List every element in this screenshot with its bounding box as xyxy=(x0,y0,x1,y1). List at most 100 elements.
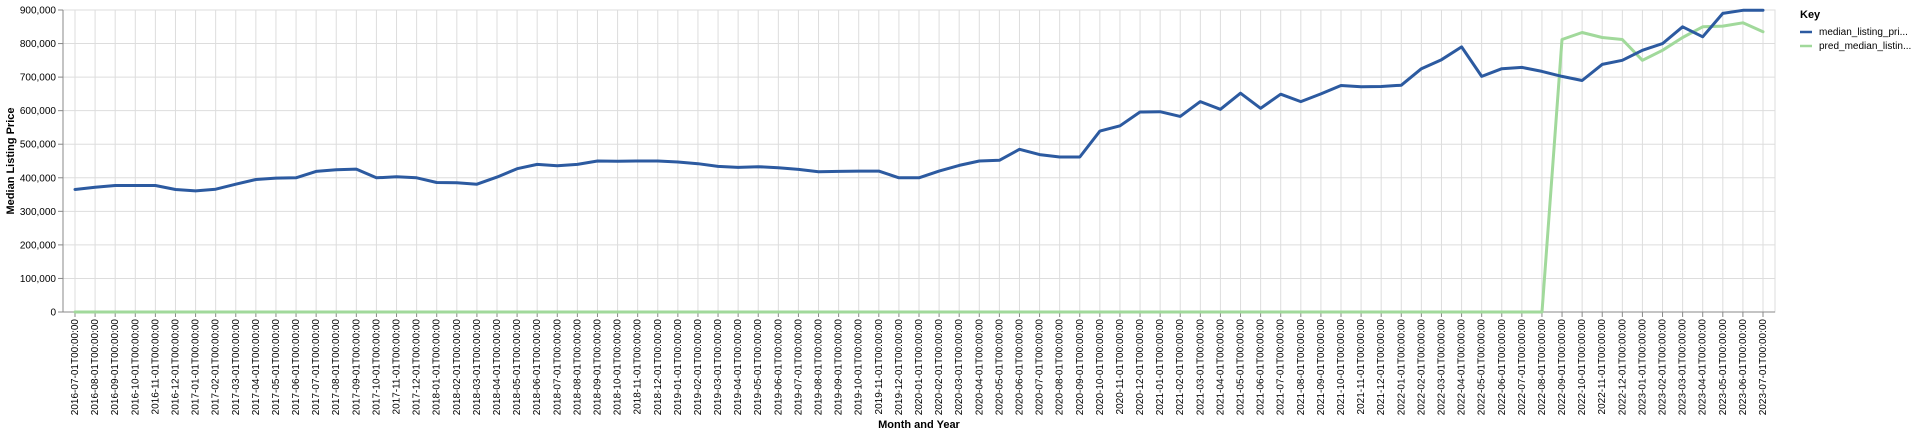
x-tick-label: 2021-08-01T00:00:00 xyxy=(1296,319,1307,416)
x-tick-label: 2021-10-01T00:00:00 xyxy=(1336,319,1347,416)
x-tick-label: 2023-05-01T00:00:00 xyxy=(1718,319,1729,416)
x-tick-label: 2016-11-01T00:00:00 xyxy=(150,319,161,415)
x-tick-label: 2020-05-01T00:00:00 xyxy=(994,319,1005,416)
x-tick-label: 2017-03-01T00:00:00 xyxy=(231,319,242,416)
x-tick-label: 2018-11-01T00:00:00 xyxy=(633,319,644,415)
x-tick-label: 2021-09-01T00:00:00 xyxy=(1316,319,1327,416)
x-tick-label: 2016-07-01T00:00:00 xyxy=(70,319,81,416)
x-tick-label: 2021-07-01T00:00:00 xyxy=(1276,319,1287,416)
x-tick-label: 2022-06-01T00:00:00 xyxy=(1497,319,1508,416)
x-tick-label: 2017-08-01T00:00:00 xyxy=(331,319,342,416)
legend-label: pred_median_listin... xyxy=(1819,41,1911,52)
x-tick-label: 2017-12-01T00:00:00 xyxy=(412,319,423,416)
x-tick-label: 2018-08-01T00:00:00 xyxy=(572,319,583,416)
x-tick-label: 2020-03-01T00:00:00 xyxy=(954,319,965,416)
x-tick-label: 2021-05-01T00:00:00 xyxy=(1236,319,1247,416)
y-tick-label: 100,000 xyxy=(20,274,57,285)
x-tick-label: 2022-02-01T00:00:00 xyxy=(1416,319,1427,416)
legend-label: median_listing_pri... xyxy=(1819,27,1908,38)
x-tick-label: 2022-12-01T00:00:00 xyxy=(1617,319,1628,416)
x-tick-label: 2020-01-01T00:00:00 xyxy=(914,319,925,416)
x-tick-label: 2016-12-01T00:00:00 xyxy=(170,319,181,416)
x-tick-label: 2023-07-01T00:00:00 xyxy=(1758,319,1769,416)
x-tick-label: 2017-09-01T00:00:00 xyxy=(351,319,362,416)
x-tick-label: 2018-05-01T00:00:00 xyxy=(512,319,523,416)
x-tick-label: 2018-07-01T00:00:00 xyxy=(552,319,563,416)
x-tick-label: 2018-02-01T00:00:00 xyxy=(452,319,463,416)
x-tick-label: 2017-04-01T00:00:00 xyxy=(251,319,262,416)
x-tick-label: 2017-07-01T00:00:00 xyxy=(311,319,322,416)
x-tick-label: 2021-11-01T00:00:00 xyxy=(1356,319,1367,415)
x-tick-label: 2020-10-01T00:00:00 xyxy=(1095,319,1106,416)
x-tick-label: 2020-06-01T00:00:00 xyxy=(1014,319,1025,416)
x-tick-label: 2018-03-01T00:00:00 xyxy=(472,319,483,416)
x-tick-label: 2020-11-01T00:00:00 xyxy=(1115,319,1126,415)
x-tick-label: 2018-01-01T00:00:00 xyxy=(432,319,443,416)
x-tick-label: 2018-04-01T00:00:00 xyxy=(492,319,503,416)
x-tick-label: 2019-11-01T00:00:00 xyxy=(874,319,885,415)
x-tick-label: 2019-08-01T00:00:00 xyxy=(814,319,825,416)
x-tick-label: 2019-09-01T00:00:00 xyxy=(834,319,845,416)
legend-title: Key xyxy=(1800,9,1821,21)
x-tick-label: 2019-03-01T00:00:00 xyxy=(713,319,724,416)
x-tick-label: 2016-10-01T00:00:00 xyxy=(130,319,141,416)
x-tick-label: 2018-06-01T00:00:00 xyxy=(532,319,543,416)
y-tick-label: 500,000 xyxy=(20,140,57,151)
x-tick-label: 2022-11-01T00:00:00 xyxy=(1597,319,1608,415)
x-tick-label: 2020-04-01T00:00:00 xyxy=(974,319,985,416)
x-tick-label: 2023-06-01T00:00:00 xyxy=(1738,319,1749,416)
x-tick-label: 2022-04-01T00:00:00 xyxy=(1457,319,1468,416)
y-tick-label: 700,000 xyxy=(20,73,57,84)
x-tick-label: 2020-07-01T00:00:00 xyxy=(1035,319,1046,416)
gridlines xyxy=(62,9,1776,313)
x-tick-label: 2021-12-01T00:00:00 xyxy=(1376,319,1387,416)
x-tick-label: 2022-05-01T00:00:00 xyxy=(1477,319,1488,416)
x-tick-label: 2022-03-01T00:00:00 xyxy=(1436,319,1447,416)
y-tick-label: 800,000 xyxy=(20,39,57,50)
x-tick-label: 2020-12-01T00:00:00 xyxy=(1135,319,1146,416)
x-axis-title: Month and Year xyxy=(878,419,960,431)
x-tick-label: 2021-02-01T00:00:00 xyxy=(1175,319,1186,416)
y-tick-label: 400,000 xyxy=(20,173,57,184)
x-tick-label: 2020-08-01T00:00:00 xyxy=(1055,319,1066,416)
legend: Key median_listing_pri... pred_median_lis… xyxy=(1800,9,1911,52)
x-tick-label: 2022-10-01T00:00:00 xyxy=(1577,319,1588,416)
x-tick-label: 2017-05-01T00:00:00 xyxy=(271,319,282,416)
y-tick-label: 300,000 xyxy=(20,207,57,218)
x-tick-label: 2019-02-01T00:00:00 xyxy=(693,319,704,416)
x-tick-label: 2017-11-01T00:00:00 xyxy=(392,319,403,415)
y-axis-title: Median Listing Price xyxy=(5,108,17,215)
x-tick-label: 2021-06-01T00:00:00 xyxy=(1256,319,1267,416)
x-tick-label: 2017-06-01T00:00:00 xyxy=(291,319,302,416)
x-tick-label: 2019-04-01T00:00:00 xyxy=(733,319,744,416)
x-tick-label: 2017-02-01T00:00:00 xyxy=(211,319,222,416)
x-tick-label: 2023-01-01T00:00:00 xyxy=(1637,319,1648,416)
y-tick-label: 600,000 xyxy=(20,106,57,117)
x-tick-label: 2023-03-01T00:00:00 xyxy=(1678,319,1689,416)
y-tick-label: 900,000 xyxy=(20,6,57,17)
x-tick-label: 2019-05-01T00:00:00 xyxy=(753,319,764,416)
y-tick-label: 0 xyxy=(50,308,56,319)
x-tick-label: 2021-03-01T00:00:00 xyxy=(1195,319,1206,416)
series-line-pred-median-listing-price xyxy=(73,21,1765,314)
x-tick-label: 2018-09-01T00:00:00 xyxy=(592,319,603,416)
x-tick-label: 2018-12-01T00:00:00 xyxy=(653,319,664,416)
x-tick-label: 2023-04-01T00:00:00 xyxy=(1698,319,1709,416)
x-tick-label: 2019-12-01T00:00:00 xyxy=(894,319,905,416)
x-tick-label: 2022-07-01T00:00:00 xyxy=(1517,319,1528,416)
y-tick-label: 200,000 xyxy=(20,240,57,251)
x-tick-label: 2019-10-01T00:00:00 xyxy=(854,319,865,416)
x-tick-label: 2023-02-01T00:00:00 xyxy=(1658,319,1669,416)
x-tick-label: 2017-10-01T00:00:00 xyxy=(371,319,382,416)
x-tick-label: 2016-08-01T00:00:00 xyxy=(90,319,101,416)
x-tick-label: 2022-08-01T00:00:00 xyxy=(1537,319,1548,416)
series-line-median-listing-price xyxy=(73,8,1765,193)
x-tick-label: 2020-09-01T00:00:00 xyxy=(1075,319,1086,416)
x-tick-label: 2019-07-01T00:00:00 xyxy=(793,319,804,416)
series-lines xyxy=(73,8,1765,314)
x-tick-label: 2022-09-01T00:00:00 xyxy=(1557,319,1568,416)
x-tick-label: 2016-09-01T00:00:00 xyxy=(110,319,121,416)
x-tick-label: 2018-10-01T00:00:00 xyxy=(613,319,624,416)
